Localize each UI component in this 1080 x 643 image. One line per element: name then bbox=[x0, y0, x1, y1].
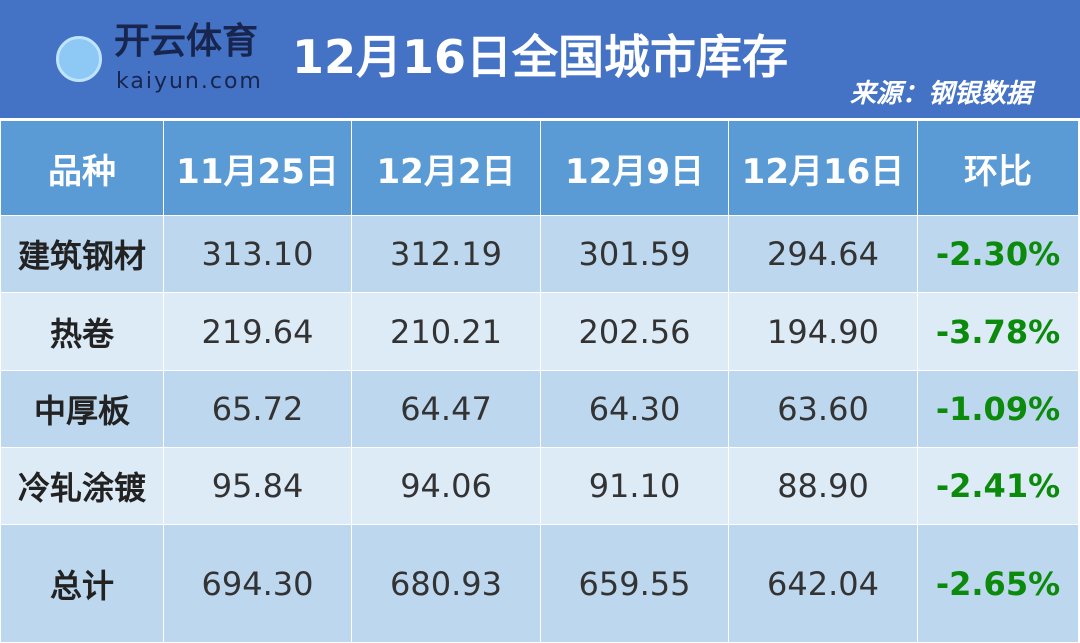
value-cell: 313.10 bbox=[163, 215, 352, 293]
value-cell: 64.47 bbox=[351, 370, 541, 448]
value-cell: 94.06 bbox=[351, 447, 541, 525]
value-cell: 294.64 bbox=[728, 215, 918, 293]
change-cell: -3.78% bbox=[917, 292, 1079, 371]
value-cell: 680.93 bbox=[351, 524, 541, 643]
value-cell: 659.55 bbox=[540, 524, 729, 643]
category-cell: 总计 bbox=[0, 524, 164, 643]
value-cell: 301.59 bbox=[540, 215, 729, 293]
inventory-table: 品种 11月25日 12月2日 12月9日 12月16日 环比 建筑钢材 313.… bbox=[0, 120, 1079, 643]
category-cell: 中厚板 bbox=[0, 370, 164, 448]
value-cell: 210.21 bbox=[351, 292, 541, 371]
value-cell: 65.72 bbox=[163, 370, 352, 448]
header-cell: 品种 bbox=[0, 120, 164, 216]
header-cell: 11月25日 bbox=[163, 120, 352, 216]
change-cell: -2.41% bbox=[917, 447, 1079, 525]
category-cell: 热卷 bbox=[0, 292, 164, 371]
header-cell: 环比 bbox=[917, 120, 1079, 216]
header-cell: 12月16日 bbox=[728, 120, 918, 216]
value-cell: 64.30 bbox=[540, 370, 729, 448]
value-cell: 642.04 bbox=[728, 524, 918, 643]
value-cell: 88.90 bbox=[728, 447, 918, 525]
value-cell: 63.60 bbox=[728, 370, 918, 448]
value-cell: 202.56 bbox=[540, 292, 729, 371]
football-icon bbox=[56, 36, 102, 82]
page-title: 12月16日全国城市库存 bbox=[291, 30, 789, 84]
header-cell: 12月2日 bbox=[351, 120, 541, 216]
source-label: 来源：钢银数据 bbox=[849, 79, 1032, 109]
header-row: 品种 11月25日 12月2日 12月9日 12月16日 环比 bbox=[0, 120, 1079, 216]
watermark-logo: 开云体育 kaiyun.com bbox=[6, 12, 276, 106]
title-banner: 12月16日全国城市库存 来源：钢银数据 开云体育 kaiyun.com bbox=[0, 0, 1080, 118]
watermark-brand-cn: 开云体育 bbox=[114, 21, 259, 62]
change-cell: -1.09% bbox=[917, 370, 1079, 448]
category-cell: 冷轧涂镀 bbox=[0, 447, 164, 525]
value-cell: 219.64 bbox=[163, 292, 352, 371]
category-cell: 建筑钢材 bbox=[0, 215, 164, 293]
table-row: 冷轧涂镀 95.84 94.06 91.10 88.90 -2.41% bbox=[0, 447, 1079, 525]
value-cell: 194.90 bbox=[728, 292, 918, 371]
table-row: 中厚板 65.72 64.47 64.30 63.60 -1.09% bbox=[0, 370, 1079, 448]
value-cell: 312.19 bbox=[351, 215, 541, 293]
watermark-brand-en: kaiyun.com bbox=[116, 69, 263, 94]
table-row: 总计 694.30 680.93 659.55 642.04 -2.65% bbox=[0, 524, 1079, 643]
table-row: 热卷 219.64 210.21 202.56 194.90 -3.78% bbox=[0, 292, 1079, 371]
header-cell: 12月9日 bbox=[540, 120, 729, 216]
value-cell: 91.10 bbox=[540, 447, 729, 525]
value-cell: 694.30 bbox=[163, 524, 352, 643]
change-cell: -2.65% bbox=[917, 524, 1079, 643]
table-row: 建筑钢材 313.10 312.19 301.59 294.64 -2.30% bbox=[0, 215, 1079, 293]
change-cell: -2.30% bbox=[917, 215, 1079, 293]
value-cell: 95.84 bbox=[163, 447, 352, 525]
